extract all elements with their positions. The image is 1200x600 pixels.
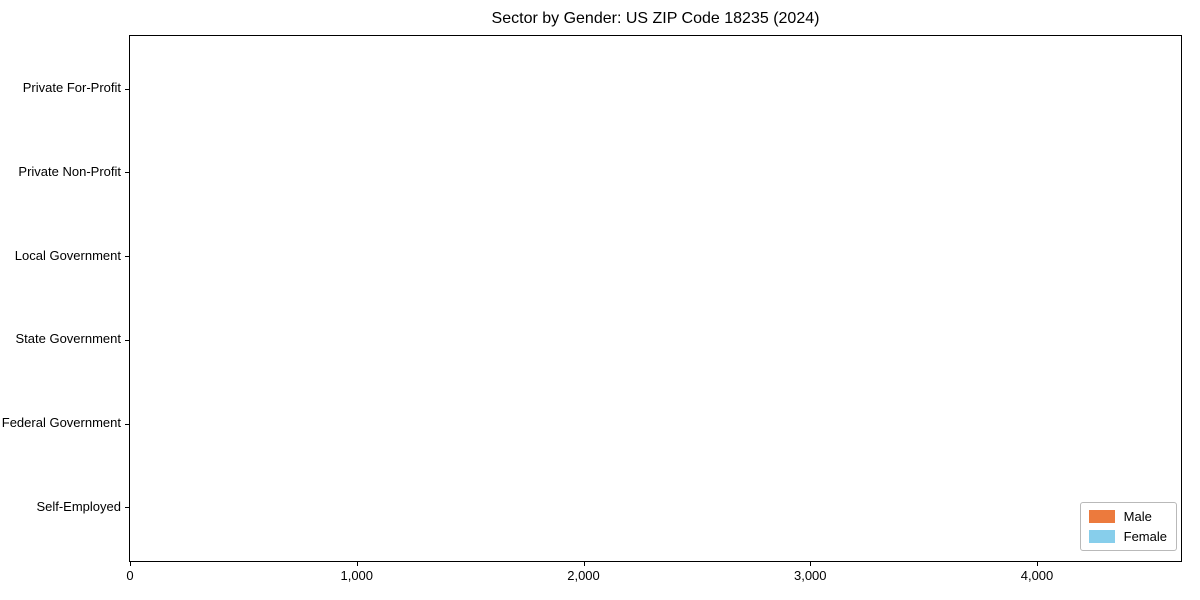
x-tick-label-1: 1,000 (340, 568, 374, 583)
plot-area: Male Female 0 1,000 2,000 3,000 4,000 (125, 35, 1182, 583)
x-tick-mark (1037, 561, 1038, 566)
y-tick-mark (125, 423, 130, 425)
legend: Male Female (1079, 502, 1177, 551)
y-tick-label-4: Federal Government (1, 415, 121, 430)
y-tick-label-1: Private Non-Profit (18, 163, 121, 179)
x-tick-mark (583, 561, 585, 566)
x-tick-label-3: 3,000 (793, 568, 827, 583)
y-tick-mark (125, 256, 130, 258)
legend-swatch-male (1088, 510, 1115, 523)
y-axis-labels: Private For-Profit Private Non-Profit Loca… (0, 35, 121, 562)
y-tick-label-2: Local Government (14, 247, 121, 263)
x-tick-mark (130, 561, 131, 566)
y-tick-label-0: Private For-Profit (22, 80, 121, 96)
legend-item-male: Male (1088, 509, 1167, 524)
x-tick-label-2: 2,000 (567, 568, 600, 583)
y-tick-label-5: Self-Employed (36, 498, 121, 514)
legend-item-female: Female (1088, 529, 1167, 544)
x-tick-label-4: 4,000 (1020, 568, 1054, 583)
chart-title: Sector by Gender: US ZIP Code 18235 (202… (491, 10, 820, 27)
y-tick-mark (125, 88, 130, 90)
y-tick-mark (125, 507, 130, 509)
y-tick-label-3: State Government (15, 331, 122, 347)
x-tick-mark (810, 561, 812, 566)
x-tick-label-0: 0 (126, 568, 134, 583)
legend-label-male: Male (1123, 509, 1152, 524)
y-tick-mark (125, 339, 130, 341)
legend-swatch-female (1088, 530, 1115, 543)
y-tick-mark (125, 172, 130, 174)
legend-label-female: Female (1123, 529, 1167, 544)
x-tick-mark (356, 561, 358, 566)
